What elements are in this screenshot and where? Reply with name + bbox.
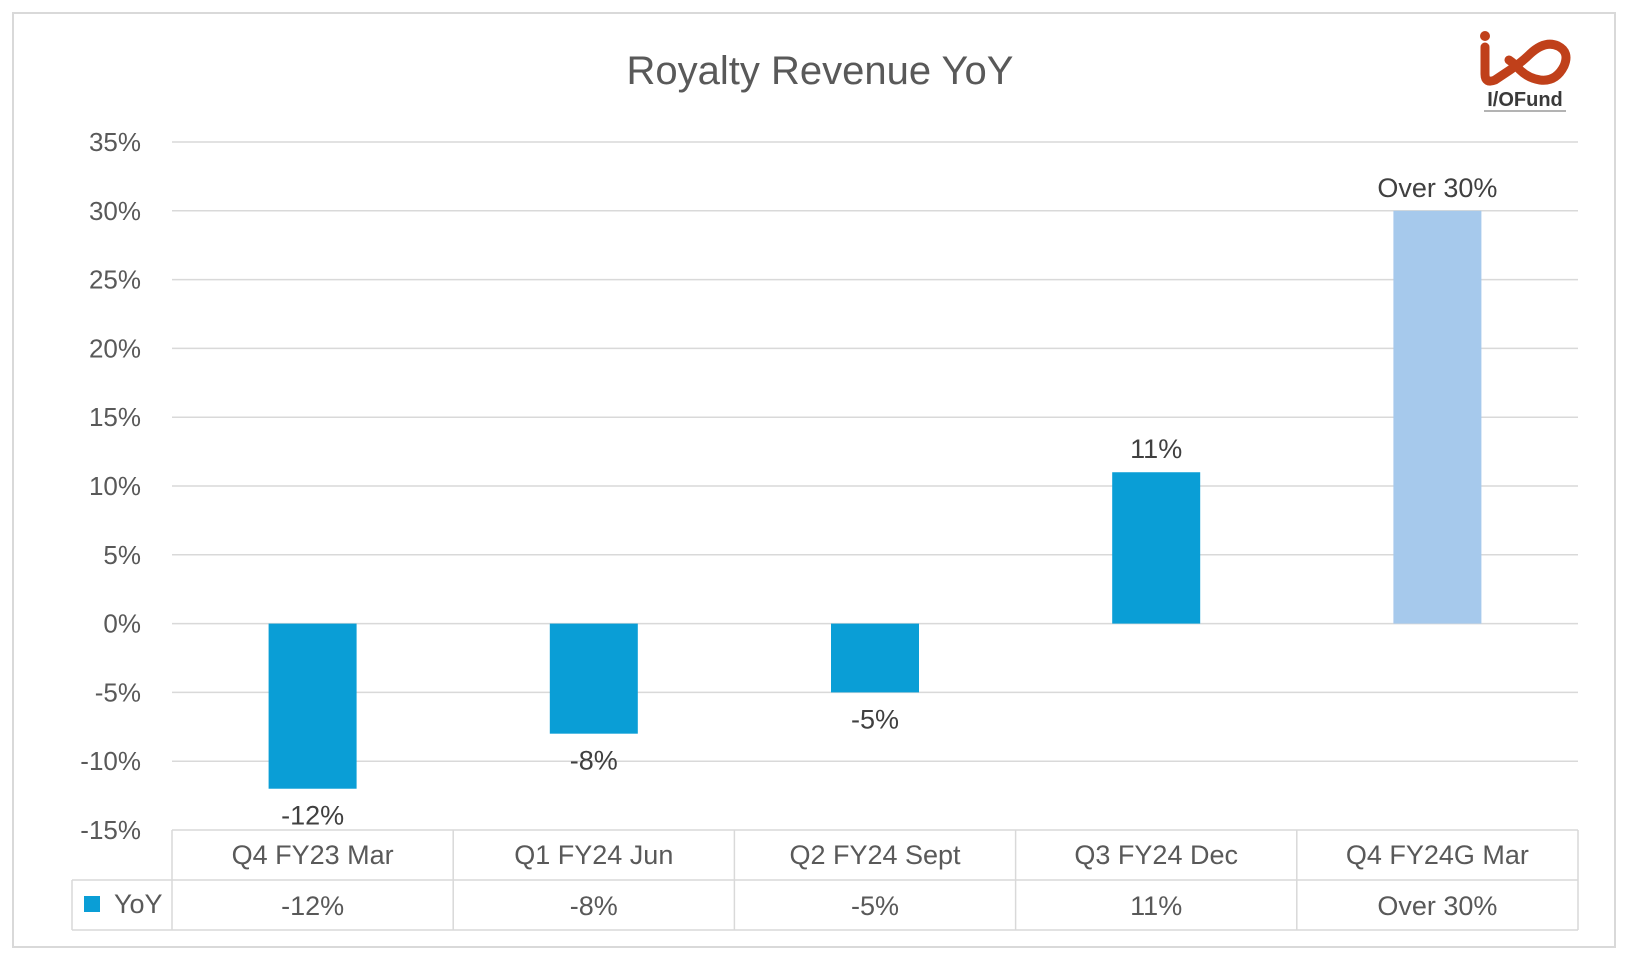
bar — [1393, 210, 1482, 624]
y-tick-label: -5% — [95, 677, 141, 707]
y-axis: 35% 30% 25% 20% 15% 10% 5% 0% -5% -10% -15% — [80, 127, 141, 845]
legend-label: YoY — [114, 889, 163, 919]
data-table: Q4 FY23 Mar -12% Q1 FY24 Jun -8% Q2 FY24 Sep… — [71, 829, 1579, 931]
io-logo-icon — [1480, 31, 1571, 86]
table-value: -12% — [281, 891, 344, 921]
table-value: -8% — [570, 891, 618, 921]
bar — [549, 623, 638, 734]
category-label: Q1 FY24 Jun — [514, 840, 673, 870]
data-label: -8% — [570, 746, 618, 776]
bar — [268, 623, 357, 789]
y-tick-label: 15% — [89, 402, 141, 432]
category-label: Q3 FY24 Dec — [1074, 840, 1238, 870]
category-label: Q2 FY24 Sept — [789, 840, 961, 870]
y-tick-label: 5% — [103, 540, 141, 570]
table-value: 11% — [1130, 891, 1182, 921]
data-label: -5% — [851, 704, 899, 734]
y-tick-label: 20% — [89, 333, 141, 363]
data-label: -12% — [281, 801, 344, 831]
y-tick-label: -10% — [80, 746, 141, 776]
bar — [1112, 472, 1201, 624]
table-value: Over 30% — [1377, 891, 1497, 921]
bars — [268, 210, 1482, 789]
y-tick-label: 35% — [89, 127, 141, 157]
data-label: Over 30% — [1377, 173, 1497, 203]
y-tick-label: 0% — [103, 609, 141, 639]
legend-swatch — [84, 896, 100, 912]
chart-frame — [12, 12, 1616, 948]
y-tick-label: -15% — [80, 815, 141, 845]
data-label: 11% — [1130, 434, 1182, 464]
data-labels: -12% -8% -5% 11% Over 30% — [281, 173, 1497, 831]
category-label: Q4 FY24G Mar — [1346, 840, 1529, 870]
table-value: -5% — [851, 891, 899, 921]
io-fund-logo: I/OFund — [1480, 31, 1571, 112]
bar — [831, 623, 919, 693]
logo-text: I/OFund — [1487, 89, 1563, 111]
category-label: Q4 FY23 Mar — [232, 840, 394, 870]
y-tick-label: 25% — [89, 265, 141, 295]
chart-title: Royalty Revenue YoY — [627, 49, 1014, 93]
y-tick-label: 10% — [89, 471, 141, 501]
y-tick-label: 30% — [89, 196, 141, 226]
